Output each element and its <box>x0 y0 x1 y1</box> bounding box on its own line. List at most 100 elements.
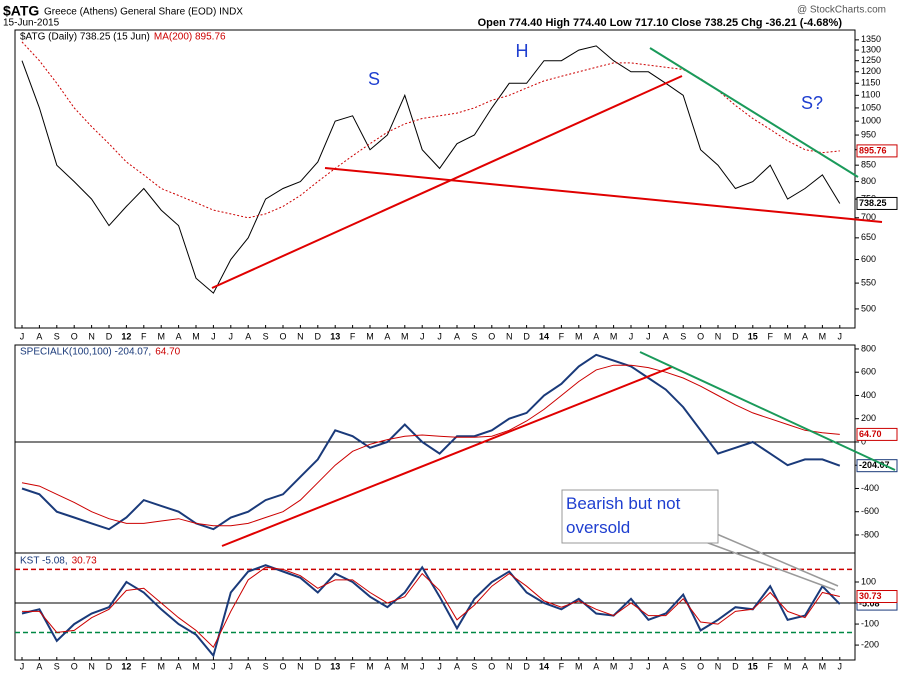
plot-area: 5005506006507007508008509009501000105011… <box>15 32 898 671</box>
x-tick-label: J <box>629 331 634 341</box>
x-tick-label: J <box>20 331 25 341</box>
x-tick-label: J <box>838 661 843 671</box>
y-tick-label: 600 <box>861 254 876 264</box>
x-tick-label: S <box>471 661 477 671</box>
x-tick-label: M <box>157 331 165 341</box>
y-tick-label: 950 <box>861 129 876 139</box>
legend-entry: $ATG (Daily) 738.25 (15 Jun) <box>20 32 150 43</box>
y-tick-label: 1350 <box>861 34 881 44</box>
x-tick-label: O <box>71 331 78 341</box>
x-tick-label: A <box>36 661 42 671</box>
x-tick-label: S <box>263 661 269 671</box>
x-tick-label: N <box>715 331 722 341</box>
x-tick-label: N <box>297 661 304 671</box>
y-tick-label: 400 <box>861 390 876 400</box>
price-panel <box>14 29 856 329</box>
security-name: Greece (Athens) General Share (EOD) INDX <box>44 7 243 18</box>
x-tick-label: D <box>523 331 530 341</box>
legend-entry: MA(200) 895.76 <box>154 32 226 43</box>
x-tick-label: D <box>732 331 739 341</box>
x-tick-label: O <box>279 331 286 341</box>
x-tick-label: N <box>506 661 513 671</box>
series-line <box>22 566 840 649</box>
x-tick-label: J <box>646 331 651 341</box>
x-tick-label: D <box>315 661 322 671</box>
x-tick-label: M <box>819 661 827 671</box>
legend-entry: KST -5.08, <box>20 556 68 567</box>
x-tick-label: 12 <box>121 661 131 671</box>
callout-arrow <box>699 539 836 591</box>
trendline <box>649 47 859 178</box>
x-tick-label: S <box>471 331 477 341</box>
trendline <box>211 75 683 289</box>
last-value-label: 64.70 <box>859 429 882 439</box>
y-tick-label: -100 <box>861 618 879 628</box>
date: 15-Jun-2015 <box>3 18 60 29</box>
x-tick-label: M <box>157 661 165 671</box>
y-tick-label: 800 <box>861 343 876 353</box>
x-tick-label: J <box>437 331 442 341</box>
x-tick-label: M <box>610 661 618 671</box>
x-tick-label: J <box>420 331 425 341</box>
x-tick-label: F <box>559 661 565 671</box>
y-tick-label: 500 <box>861 303 876 313</box>
x-tick-label: N <box>88 331 95 341</box>
x-tick-label: J <box>629 661 634 671</box>
kst-panel <box>14 552 856 661</box>
x-tick-label: S <box>263 331 269 341</box>
x-tick-label: F <box>350 331 356 341</box>
y-tick-label: 650 <box>861 232 876 242</box>
last-value-label: 30.73 <box>859 591 882 601</box>
x-tick-label: F <box>350 661 356 671</box>
x-tick-label: A <box>454 661 460 671</box>
x-tick-label: M <box>366 331 374 341</box>
x-tick-label: O <box>697 331 704 341</box>
symbol: $ATG <box>3 3 39 19</box>
x-tick-label: F <box>141 331 147 341</box>
last-value-tag <box>856 427 898 441</box>
x-tick-label: J <box>420 661 425 671</box>
callout-text: Bearish but not oversold <box>566 494 681 537</box>
x-tick-label: S <box>680 661 686 671</box>
callout-box <box>561 489 719 544</box>
x-tick-label: A <box>245 661 251 671</box>
series-line <box>21 364 840 527</box>
x-tick-label: M <box>192 331 200 341</box>
x-tick-label: J <box>437 661 442 671</box>
x-tick-label: 13 <box>330 331 340 341</box>
y-tick-label: 1100 <box>861 90 880 100</box>
x-tick-label: A <box>384 331 390 341</box>
y-tick-label: -600 <box>861 506 879 516</box>
x-tick-label: J <box>229 661 234 671</box>
legend-entry: SPECIALK(100,100) -204.07, <box>20 347 151 358</box>
x-tick-label: M <box>819 331 827 341</box>
y-tick-label: 1250 <box>861 55 881 65</box>
y-tick-label: 1000 <box>861 116 881 126</box>
x-tick-label: A <box>663 331 669 341</box>
x-tick-label: J <box>229 331 234 341</box>
legend-entry: 30.73 <box>72 556 97 567</box>
x-tick-label: D <box>106 331 113 341</box>
x-tick-label: M <box>401 661 409 671</box>
x-tick-label: S <box>54 661 60 671</box>
last-value-label: 738.25 <box>859 198 887 208</box>
last-value-tag <box>856 144 898 158</box>
callout: Bearish but not oversold <box>566 494 681 537</box>
x-tick-label: A <box>454 331 460 341</box>
y-tick-label: 0 <box>861 436 866 446</box>
last-value-tag <box>856 590 898 604</box>
last-value-tag <box>856 459 898 473</box>
x-tick-label: F <box>559 331 565 341</box>
series-line <box>21 45 841 294</box>
x-tick-label: 15 <box>748 331 758 341</box>
y-tick-label: 850 <box>861 160 876 170</box>
x-tick-label: F <box>767 331 773 341</box>
x-tick-label: A <box>802 331 808 341</box>
annotation: S <box>368 69 380 89</box>
y-tick-label: 1200 <box>861 66 881 76</box>
x-tick-label: D <box>732 661 739 671</box>
y-tick-label: 1150 <box>861 78 880 88</box>
series-line <box>21 353 841 531</box>
trendline <box>221 366 673 547</box>
annotation: H <box>516 41 529 61</box>
